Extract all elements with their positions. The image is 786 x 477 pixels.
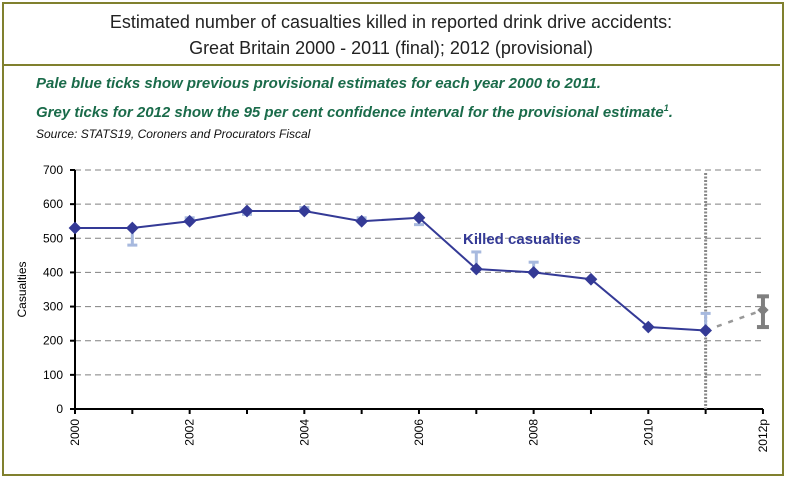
provisional-link	[705, 308, 764, 332]
data-point	[699, 324, 712, 337]
y-axis-label: Casualties	[15, 261, 29, 317]
note-superscript: 1	[663, 103, 669, 113]
y-tick-label: 700	[43, 163, 63, 177]
chart-subtitle: Great Britain 2000 - 2011 (final); 2012 …	[189, 38, 593, 58]
note-1: Pale blue ticks show previous provisiona…	[36, 75, 601, 92]
y-tick-label: 400	[43, 265, 63, 279]
data-point	[297, 204, 311, 218]
provisional-2012-point	[757, 304, 769, 316]
y-tick-label: 100	[43, 368, 63, 382]
data-point	[355, 214, 369, 228]
note-end: .	[668, 104, 673, 121]
x-tick-label: 2002	[183, 419, 197, 446]
y-tick-label: 200	[43, 334, 63, 348]
series-line-killed	[75, 209, 706, 332]
data-point	[68, 221, 82, 235]
y-tick-label: 600	[43, 197, 63, 211]
x-tick-label: 2012p	[756, 419, 770, 453]
note-2-text: Grey ticks for 2012 show the 95 per cent…	[36, 104, 664, 121]
y-tick-label: 500	[43, 231, 63, 245]
chart-title-box: Estimated number of casualties killed in…	[2, 2, 780, 66]
y-tick-label: 300	[43, 300, 63, 314]
y-tick-label: 0	[56, 402, 63, 416]
note-2: Grey ticks for 2012 show the 95 per cent…	[36, 96, 673, 125]
series-label-killed: Killed casualties	[463, 231, 581, 248]
x-tick-label: 2010	[641, 419, 655, 446]
chart-notes: Pale blue ticks show previous provisiona…	[36, 72, 673, 143]
x-tick-label: 2006	[412, 419, 426, 446]
data-point	[183, 214, 197, 228]
data-point	[527, 266, 541, 279]
data-point	[412, 211, 426, 225]
data-point	[469, 262, 483, 276]
data-point	[125, 221, 139, 235]
source-note: Source: STATS19, Coroners and Procurator…	[36, 127, 311, 141]
data-point	[240, 204, 254, 218]
x-tick-label: 2008	[527, 419, 541, 446]
x-tick-label: 2004	[297, 419, 311, 446]
x-tick-label: 2000	[68, 419, 82, 446]
chart-title: Estimated number of casualties killed in…	[109, 12, 673, 32]
